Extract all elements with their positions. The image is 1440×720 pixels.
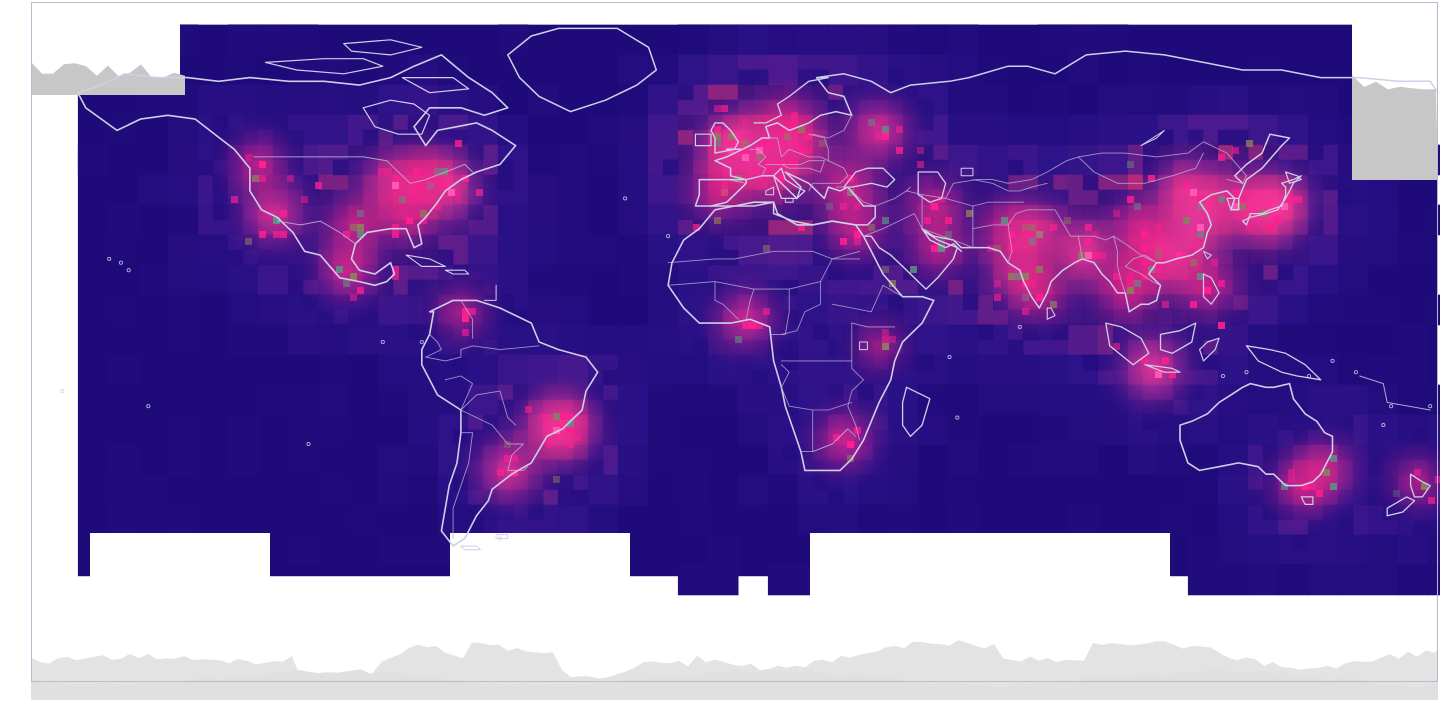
landmass-antarctica: [31, 668, 1438, 700]
nodata-tile-2: [90, 533, 270, 634]
landmass-arctic-1: [1352, 75, 1438, 180]
nodata-tile-5: [990, 533, 1170, 634]
landmass-arctic-0: [31, 62, 185, 95]
axis-gridline: [31, 2, 33, 682]
nodata-tile-4: [810, 533, 990, 634]
